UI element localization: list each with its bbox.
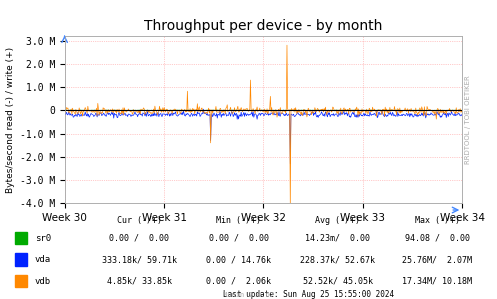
Text: 17.34M/ 10.18M: 17.34M/ 10.18M <box>403 277 472 286</box>
Text: Avg (-/+): Avg (-/+) <box>316 216 360 225</box>
Text: Last update: Sun Aug 25 15:55:00 2024: Last update: Sun Aug 25 15:55:00 2024 <box>223 290 394 299</box>
Text: 228.37k/ 52.67k: 228.37k/ 52.67k <box>301 255 375 264</box>
Text: 25.76M/  2.07M: 25.76M/ 2.07M <box>403 255 472 264</box>
Text: Munin 2.0.67: Munin 2.0.67 <box>223 292 274 298</box>
Text: vdb: vdb <box>35 277 51 286</box>
Text: Min (-/+): Min (-/+) <box>216 216 261 225</box>
Text: 52.52k/ 45.05k: 52.52k/ 45.05k <box>303 277 373 286</box>
Text: Cur (-/+): Cur (-/+) <box>117 216 162 225</box>
Text: 0.00 /  0.00: 0.00 / 0.00 <box>209 234 268 242</box>
Y-axis label: RRDTOOL / TOBI OETIKER: RRDTOOL / TOBI OETIKER <box>465 75 471 164</box>
Bar <box>15 253 27 266</box>
Text: 94.08 /  0.00: 94.08 / 0.00 <box>405 234 470 242</box>
Text: 0.00 /  2.06k: 0.00 / 2.06k <box>206 277 271 286</box>
Bar <box>15 232 27 244</box>
Text: 14.23m/  0.00: 14.23m/ 0.00 <box>306 234 370 242</box>
Text: 4.85k/ 33.85k: 4.85k/ 33.85k <box>107 277 171 286</box>
Text: Max (-/+): Max (-/+) <box>415 216 460 225</box>
Text: 0.00 /  0.00: 0.00 / 0.00 <box>109 234 169 242</box>
Text: vda: vda <box>35 255 51 264</box>
Text: 0.00 / 14.76k: 0.00 / 14.76k <box>206 255 271 264</box>
Y-axis label: Bytes/second read (-) / write (+): Bytes/second read (-) / write (+) <box>6 47 15 193</box>
Bar <box>15 275 27 287</box>
Text: 333.18k/ 59.71k: 333.18k/ 59.71k <box>102 255 176 264</box>
Text: sr0: sr0 <box>35 234 51 242</box>
Title: Throughput per device - by month: Throughput per device - by month <box>144 19 383 33</box>
